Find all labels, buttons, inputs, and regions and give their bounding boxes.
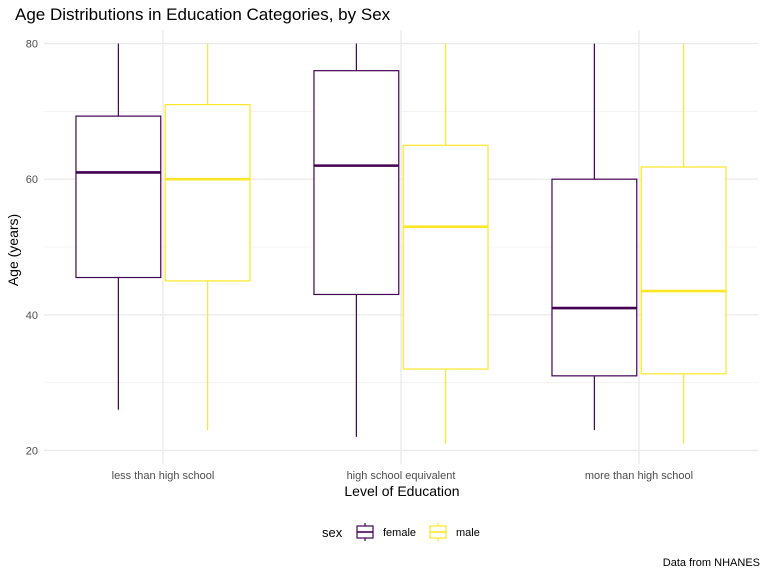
box-female — [75, 43, 162, 410]
x-axis-title: Level of Education — [344, 483, 459, 499]
legend: sex female male — [322, 523, 480, 541]
box-female — [313, 43, 400, 437]
x-tick-label: high school equivalent — [347, 470, 456, 482]
box-male — [164, 43, 251, 431]
box-female — [551, 43, 638, 431]
y-tick-label: 40 — [26, 310, 38, 322]
y-axis-ticks: 20 40 60 80 — [26, 39, 38, 458]
box-iqr — [75, 115, 162, 279]
box-male — [402, 43, 489, 444]
x-axis-ticks: less than high school high school equival… — [112, 470, 693, 482]
legend-label: female — [383, 527, 416, 539]
legend-label: male — [456, 527, 480, 539]
legend-title: sex — [322, 525, 343, 540]
box-groups — [75, 43, 727, 444]
box-male — [640, 43, 727, 444]
grid-lines — [44, 30, 758, 464]
x-tick-label: more than high school — [585, 470, 693, 482]
box-iqr — [402, 144, 489, 370]
legend-item-male: male — [429, 523, 480, 541]
box-iqr — [551, 178, 638, 377]
y-tick-label: 60 — [26, 174, 38, 186]
box-iqr — [313, 70, 400, 296]
y-tick-label: 20 — [26, 445, 38, 457]
y-tick-label: 80 — [26, 39, 38, 51]
x-tick-label: less than high school — [112, 470, 215, 482]
chart-caption: Data from NHANES — [663, 557, 760, 569]
box-iqr — [164, 103, 251, 282]
y-axis-title: Age (years) — [5, 214, 21, 286]
chart-title: Age Distributions in Education Categorie… — [15, 5, 391, 24]
legend-item-female: female — [356, 523, 416, 541]
box-iqr — [640, 166, 727, 375]
